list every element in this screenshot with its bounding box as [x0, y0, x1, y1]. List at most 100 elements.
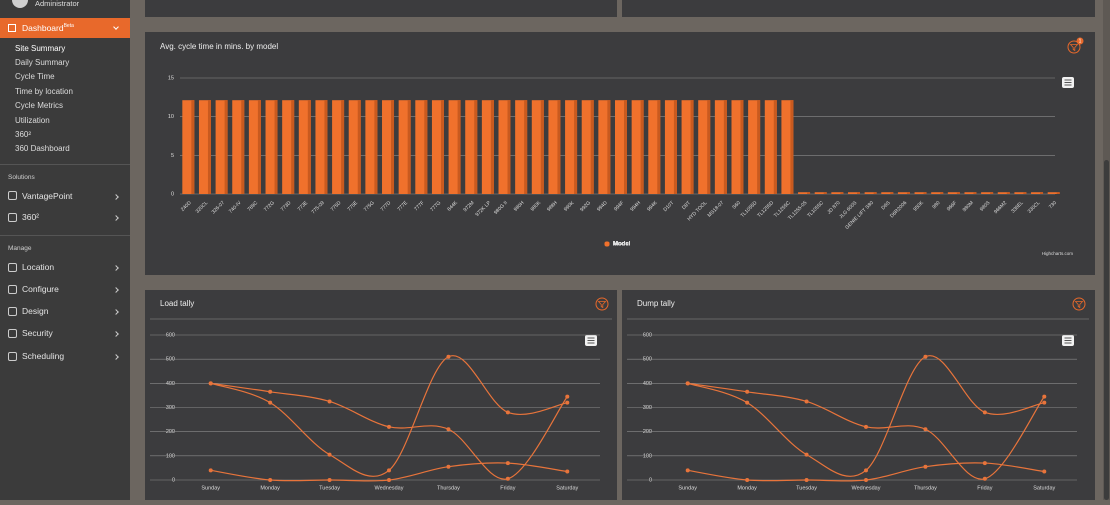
x-tick-label: 980M	[962, 200, 975, 213]
bar-side	[307, 100, 311, 194]
point	[505, 410, 510, 415]
submenu-item[interactable]: 360²	[15, 130, 32, 139]
y-tick-label: 300	[166, 405, 175, 411]
point	[446, 354, 451, 359]
point	[327, 399, 332, 404]
bar-side	[723, 100, 727, 194]
point	[804, 452, 809, 457]
scrollbar	[1103, 0, 1110, 500]
point	[923, 354, 928, 359]
chevron	[113, 194, 119, 200]
filter-icon[interactable]	[1067, 40, 1081, 54]
y-tick-label: 600	[643, 332, 652, 338]
y-tick-label: 200	[643, 429, 652, 435]
menu-item[interactable]: Scheduling	[22, 351, 65, 361]
menu-text: Dashboard	[22, 23, 64, 33]
submenu-item[interactable]: Time by location	[15, 87, 73, 96]
bar-side	[690, 100, 694, 194]
bar	[981, 192, 994, 194]
point	[268, 400, 273, 405]
x-tick-label: 769C	[247, 200, 260, 213]
x-tick-label: 777G	[429, 200, 442, 213]
bar	[997, 192, 1010, 194]
menu-dashboard[interactable]: DashboardBeta	[0, 18, 130, 38]
menu-item[interactable]: Location	[22, 262, 55, 272]
chevron	[113, 309, 119, 315]
legend-label: Model	[613, 242, 631, 248]
x-tick-label: 994F	[613, 200, 625, 212]
bar	[348, 100, 361, 194]
point	[864, 424, 868, 429]
x-tick-label: 966M2	[993, 200, 1008, 215]
chevron	[113, 24, 119, 30]
bar	[1014, 192, 1027, 194]
submenu-item[interactable]: Site Summary	[15, 44, 66, 53]
menu-item[interactable]: Security	[22, 328, 53, 338]
bar	[847, 192, 860, 194]
x-tick-label: Thursday	[437, 485, 460, 491]
legend-label: Model	[613, 242, 631, 248]
x-tick-label: 773E	[297, 200, 310, 213]
legend-label: Model	[613, 242, 631, 248]
legend-label: Model	[613, 242, 631, 248]
chart-title: Dump tally	[637, 299, 675, 308]
bar-side	[673, 100, 677, 194]
bar-side	[341, 100, 345, 194]
point	[505, 476, 510, 481]
menu-item[interactable]: Configure	[22, 284, 59, 294]
submenu-item[interactable]: Daily Summary	[15, 58, 70, 67]
submenu-item[interactable]: Cycle Time	[15, 72, 55, 81]
bar-side	[241, 100, 245, 194]
bar-side	[807, 192, 811, 194]
legend-label: Model	[613, 242, 631, 248]
chart-title: Avg. cycle time in mins. by model	[160, 42, 278, 51]
menu-item[interactable]: Design	[22, 306, 49, 316]
submenu-item[interactable]: Cycle Metrics	[15, 101, 64, 110]
point	[864, 478, 868, 482]
chevron	[113, 265, 119, 271]
submenu-item[interactable]: Utilization	[15, 116, 50, 125]
user-name[interactable]: Administrator	[35, 0, 80, 8]
point	[1042, 394, 1047, 399]
bar	[282, 100, 295, 194]
filter-icon[interactable]	[1072, 297, 1086, 311]
scroll-thumb[interactable]	[1104, 160, 1109, 500]
bar	[631, 100, 644, 194]
x-tick-label: Saturday	[1033, 485, 1055, 491]
y-tick-label: 500	[166, 357, 175, 363]
x-tick-label: 992G	[579, 200, 592, 213]
menu-item[interactable]: 360²	[22, 212, 40, 222]
icon	[8, 191, 17, 200]
sidebar: Administrator DashboardBeta Site Summary…	[0, 0, 130, 500]
point	[864, 468, 868, 473]
menu-item[interactable]: VantagePoint	[22, 191, 73, 201]
legend-label: Model	[613, 242, 631, 248]
submenu-item[interactable]: 360 Dashboard	[15, 144, 70, 153]
bar-side	[207, 100, 211, 194]
menu-label: DashboardBeta	[22, 23, 74, 33]
divider	[0, 164, 130, 165]
x-tick-label: 320CL	[195, 200, 210, 215]
point	[268, 389, 273, 394]
filter-icon[interactable]	[595, 297, 609, 311]
menu-lines	[1064, 337, 1072, 344]
x-tick-label: 775D	[330, 200, 343, 213]
legend-label: Model	[613, 242, 631, 248]
icon	[8, 213, 17, 222]
bar	[248, 100, 261, 194]
x-tick-label: Tuesday	[796, 485, 817, 491]
legend-label: Model	[613, 242, 631, 248]
point	[804, 478, 809, 482]
panel: Dump tally 0 100 200 300 400 500 600 Sunday Monda…	[622, 290, 1095, 500]
bar-side	[490, 100, 494, 194]
legend-label: Model	[613, 242, 631, 248]
x-tick-label: 990K	[563, 200, 576, 213]
bar	[931, 192, 944, 194]
y-tick-label: 10	[168, 114, 174, 120]
series-line	[687, 382, 1045, 480]
x-tick-label: 777E	[397, 200, 410, 213]
bar	[831, 192, 844, 194]
section-title: Manage	[8, 245, 32, 252]
legend-label: Model	[613, 242, 631, 248]
bar	[382, 100, 395, 194]
